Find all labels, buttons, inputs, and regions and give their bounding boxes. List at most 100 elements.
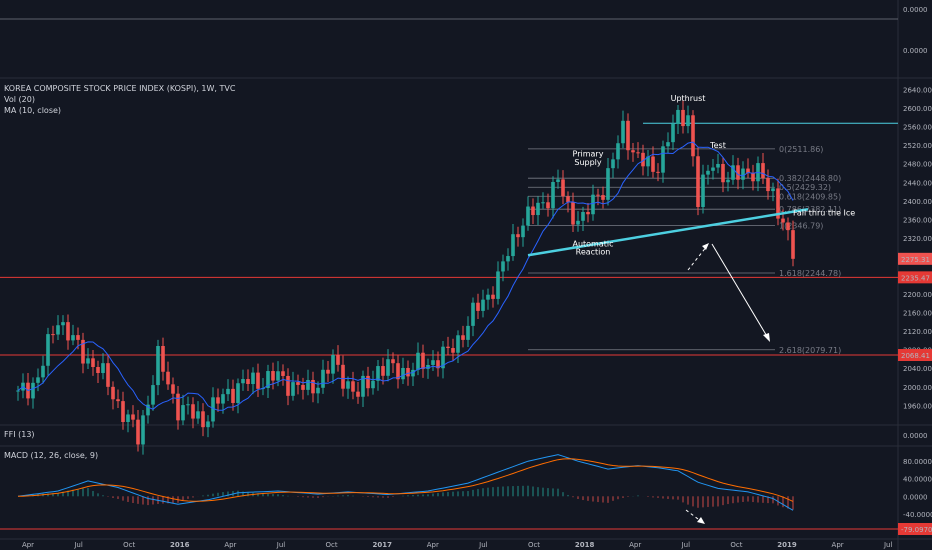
candle[interactable] <box>626 120 630 151</box>
candle[interactable] <box>211 397 215 422</box>
candle[interactable] <box>726 179 730 183</box>
candle[interactable] <box>646 156 650 167</box>
ma-indicator-label[interactable]: MA (10, close) <box>4 106 62 115</box>
candle[interactable] <box>566 196 570 203</box>
candle[interactable] <box>516 234 520 238</box>
support-trendline[interactable] <box>527 207 809 257</box>
candle[interactable] <box>741 168 745 180</box>
candle[interactable] <box>576 220 580 225</box>
candle[interactable] <box>441 346 445 369</box>
candle[interactable] <box>66 322 70 341</box>
candle[interactable] <box>436 360 440 369</box>
candle[interactable] <box>636 152 640 154</box>
candle[interactable] <box>781 218 785 223</box>
candle[interactable] <box>51 334 55 336</box>
candle[interactable] <box>466 325 470 340</box>
candle[interactable] <box>111 386 115 400</box>
candle[interactable] <box>306 379 310 390</box>
candle[interactable] <box>751 172 755 182</box>
candle[interactable] <box>511 234 515 257</box>
candle[interactable] <box>676 109 680 124</box>
candle[interactable] <box>381 366 385 376</box>
candle[interactable] <box>486 294 490 300</box>
candle[interactable] <box>766 178 770 192</box>
candle[interactable] <box>161 345 165 372</box>
candle[interactable] <box>91 358 95 368</box>
candle[interactable] <box>586 212 590 215</box>
candle[interactable] <box>116 399 120 402</box>
candle[interactable] <box>396 363 400 380</box>
candle[interactable] <box>251 372 255 384</box>
candle[interactable] <box>736 165 740 180</box>
candle[interactable] <box>151 385 155 405</box>
candle[interactable] <box>336 354 340 365</box>
candle[interactable] <box>376 366 380 381</box>
candle[interactable] <box>71 335 75 341</box>
candle[interactable] <box>786 222 790 231</box>
candle[interactable] <box>131 414 135 420</box>
candle[interactable] <box>186 404 190 406</box>
candle[interactable] <box>761 163 765 179</box>
candle[interactable] <box>546 202 550 209</box>
candle[interactable] <box>141 415 145 445</box>
candle[interactable] <box>146 404 150 416</box>
candle[interactable] <box>706 170 710 175</box>
candle[interactable] <box>176 393 180 421</box>
candle[interactable] <box>536 202 540 216</box>
candle[interactable] <box>361 375 365 397</box>
candle[interactable] <box>776 188 780 219</box>
candle[interactable] <box>686 115 690 127</box>
candle[interactable] <box>246 379 250 384</box>
candle[interactable] <box>221 394 225 404</box>
candle[interactable] <box>541 202 545 204</box>
candle[interactable] <box>471 302 475 326</box>
candle[interactable] <box>231 388 235 403</box>
candle[interactable] <box>296 382 300 385</box>
candle[interactable] <box>171 384 175 394</box>
candle[interactable] <box>671 123 675 143</box>
candle[interactable] <box>331 354 335 374</box>
candle[interactable] <box>16 390 20 392</box>
candle[interactable] <box>351 381 355 392</box>
candle[interactable] <box>166 371 170 385</box>
candle[interactable] <box>86 358 90 364</box>
candle[interactable] <box>61 322 65 326</box>
candle[interactable] <box>181 405 185 421</box>
candle[interactable] <box>206 421 210 428</box>
candle[interactable] <box>596 194 600 196</box>
candle[interactable] <box>691 115 695 157</box>
candle[interactable] <box>291 382 295 396</box>
candle[interactable] <box>326 369 330 374</box>
candle[interactable] <box>561 179 565 197</box>
candle[interactable] <box>56 325 60 335</box>
candle[interactable] <box>521 225 525 238</box>
candle[interactable] <box>456 335 460 353</box>
candle[interactable] <box>791 230 795 259</box>
candle[interactable] <box>501 261 505 272</box>
candle[interactable] <box>356 391 360 397</box>
candle[interactable] <box>156 345 160 386</box>
candle[interactable] <box>481 299 485 311</box>
candle[interactable] <box>216 397 220 404</box>
candle[interactable] <box>731 165 735 180</box>
macd-indicator-label[interactable]: MACD (12, 26, close, 9) <box>4 451 99 460</box>
candle[interactable] <box>556 179 560 182</box>
candle[interactable] <box>76 335 80 340</box>
candle[interactable] <box>196 411 200 419</box>
candle[interactable] <box>401 367 405 380</box>
candle[interactable] <box>121 401 125 423</box>
candle[interactable] <box>771 188 775 192</box>
candle[interactable] <box>631 150 635 153</box>
candle[interactable] <box>581 212 585 221</box>
candle[interactable] <box>136 419 140 445</box>
candle[interactable] <box>591 194 595 215</box>
candle[interactable] <box>666 142 670 147</box>
candle[interactable] <box>416 352 420 370</box>
candle[interactable] <box>551 181 555 209</box>
candle[interactable] <box>391 359 395 364</box>
candle[interactable] <box>496 271 500 299</box>
candle[interactable] <box>286 375 290 396</box>
candle[interactable] <box>571 202 575 225</box>
candle[interactable] <box>366 375 370 389</box>
